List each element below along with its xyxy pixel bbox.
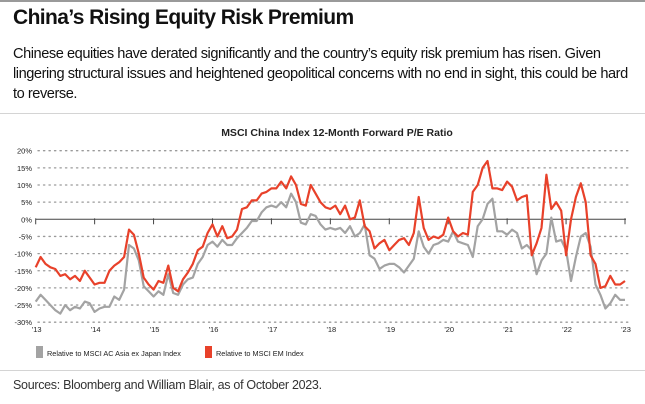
y-tick-label: 0%	[21, 215, 32, 224]
series-line-msci-em	[34, 159, 626, 293]
y-tick-label: -15%	[14, 267, 32, 276]
top-border	[0, 0, 645, 2]
divider-bottom	[0, 370, 645, 371]
y-tick-label: 20%	[17, 147, 32, 156]
x-tick-label: '23	[621, 325, 631, 334]
x-tick-label: '18	[326, 325, 336, 334]
chart-title: MSCI China Index 12-Month Forward P/E Ra…	[221, 127, 453, 139]
legend-swatch	[36, 346, 43, 358]
x-tick-label: '20	[444, 325, 454, 334]
x-tick-label: '14	[91, 325, 101, 334]
legend-label: Relative to MSCI AC Asia ex Japan Index	[47, 349, 181, 358]
y-tick-label: -5%	[19, 232, 33, 241]
x-tick-label: '13	[32, 325, 42, 334]
y-tick-label: 5%	[21, 198, 32, 207]
sources-note: Sources: Bloomberg and William Blair, as…	[13, 378, 322, 392]
x-tick-label: '17	[268, 325, 278, 334]
subtitle: Chinese equities have derated significan…	[13, 46, 628, 102]
y-tick-label: -30%	[14, 318, 32, 327]
legend-label: Relative to MSCI EM Index	[216, 349, 304, 358]
divider-top	[0, 113, 645, 114]
x-tick-label: '15	[150, 325, 160, 334]
y-tick-label: -25%	[14, 301, 32, 310]
legend-swatch	[205, 346, 212, 358]
x-tick-label: '19	[385, 325, 395, 334]
y-tick-label: -20%	[14, 284, 32, 293]
series-line-asia-ex-japan	[34, 192, 625, 315]
x-tick-label: '21	[503, 325, 513, 334]
x-tick-label: '16	[209, 325, 219, 334]
y-tick-label: 10%	[17, 181, 32, 190]
page-title: China’s Rising Equity Risk Premium	[13, 6, 354, 29]
y-tick-label: -10%	[14, 250, 32, 259]
y-tick-label: 15%	[17, 164, 32, 173]
x-tick-label: '22	[562, 325, 572, 334]
